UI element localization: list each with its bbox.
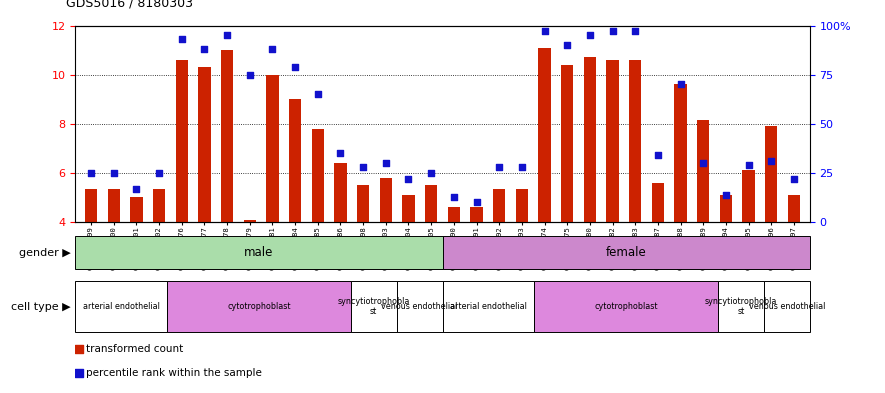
Point [696,160,711,166]
Point [583,32,597,39]
Text: syncytiotrophobla
st: syncytiotrophobla st [704,297,777,316]
Bar [380,178,392,222]
Text: venous endothelial: venous endothelial [749,302,825,311]
Text: transformed count: transformed count [86,344,183,354]
Bar [651,183,664,222]
Bar [535,281,718,332]
Bar [312,129,324,222]
Point [152,170,166,176]
Bar [743,171,755,222]
Text: GDS5016 / 8180303: GDS5016 / 8180303 [66,0,194,10]
Bar [448,208,460,222]
Bar [266,75,279,222]
Bar [697,120,710,222]
Point [174,36,189,42]
Bar [167,281,350,332]
Text: cell type ▶: cell type ▶ [12,301,71,312]
Bar [357,185,369,222]
Bar [75,236,442,269]
Point [84,170,98,176]
Point [266,46,280,52]
Bar [396,281,442,332]
Point [288,64,302,70]
Bar [718,281,764,332]
Bar [720,195,732,222]
Point [356,164,370,170]
Bar [674,84,687,222]
Point [560,42,574,48]
Point [447,193,461,200]
Bar [130,197,142,222]
Point [334,150,348,156]
Bar [198,67,211,222]
Point [537,28,551,35]
Bar [243,220,256,222]
Bar [629,60,642,222]
Bar [493,189,505,222]
Point [72,346,86,352]
Point [107,170,121,176]
Bar [108,189,120,222]
Bar [764,281,810,332]
Text: venous endothelial: venous endothelial [381,302,458,311]
Bar [606,60,619,222]
Point [650,152,665,158]
Bar [470,208,482,222]
Bar [85,189,97,222]
Point [379,160,393,166]
Bar [221,50,234,222]
Point [72,369,86,376]
Point [129,185,143,192]
Text: gender ▶: gender ▶ [19,248,71,257]
Text: cytotrophoblast: cytotrophoblast [595,302,658,311]
Point [628,28,643,35]
Point [787,176,801,182]
Bar [442,281,535,332]
Bar [153,189,165,222]
Point [242,72,257,78]
Bar [75,281,167,332]
Point [311,91,325,97]
Point [402,176,416,182]
Point [673,81,688,88]
Bar [289,99,302,222]
Point [424,170,438,176]
Point [605,28,620,35]
Bar [350,281,396,332]
Point [719,191,733,198]
Bar [425,185,437,222]
Point [492,164,506,170]
Bar [583,57,596,222]
Bar [516,189,528,222]
Bar [561,65,573,222]
Text: syncytiotrophobla
st: syncytiotrophobla st [337,297,410,316]
Bar [442,236,810,269]
Bar [538,48,550,222]
Point [197,46,212,52]
Point [515,164,529,170]
Point [220,32,235,39]
Bar [788,195,800,222]
Text: arterial endothelial: arterial endothelial [82,302,159,311]
Text: female: female [605,246,647,259]
Text: male: male [244,246,273,259]
Bar [335,163,347,222]
Point [742,162,756,168]
Text: percentile rank within the sample: percentile rank within the sample [86,367,262,378]
Text: arterial endothelial: arterial endothelial [450,302,527,311]
Point [469,199,483,206]
Bar [403,195,415,222]
Bar [175,60,188,222]
Bar [765,126,777,222]
Text: cytotrophoblast: cytotrophoblast [227,302,290,311]
Point [764,158,778,164]
